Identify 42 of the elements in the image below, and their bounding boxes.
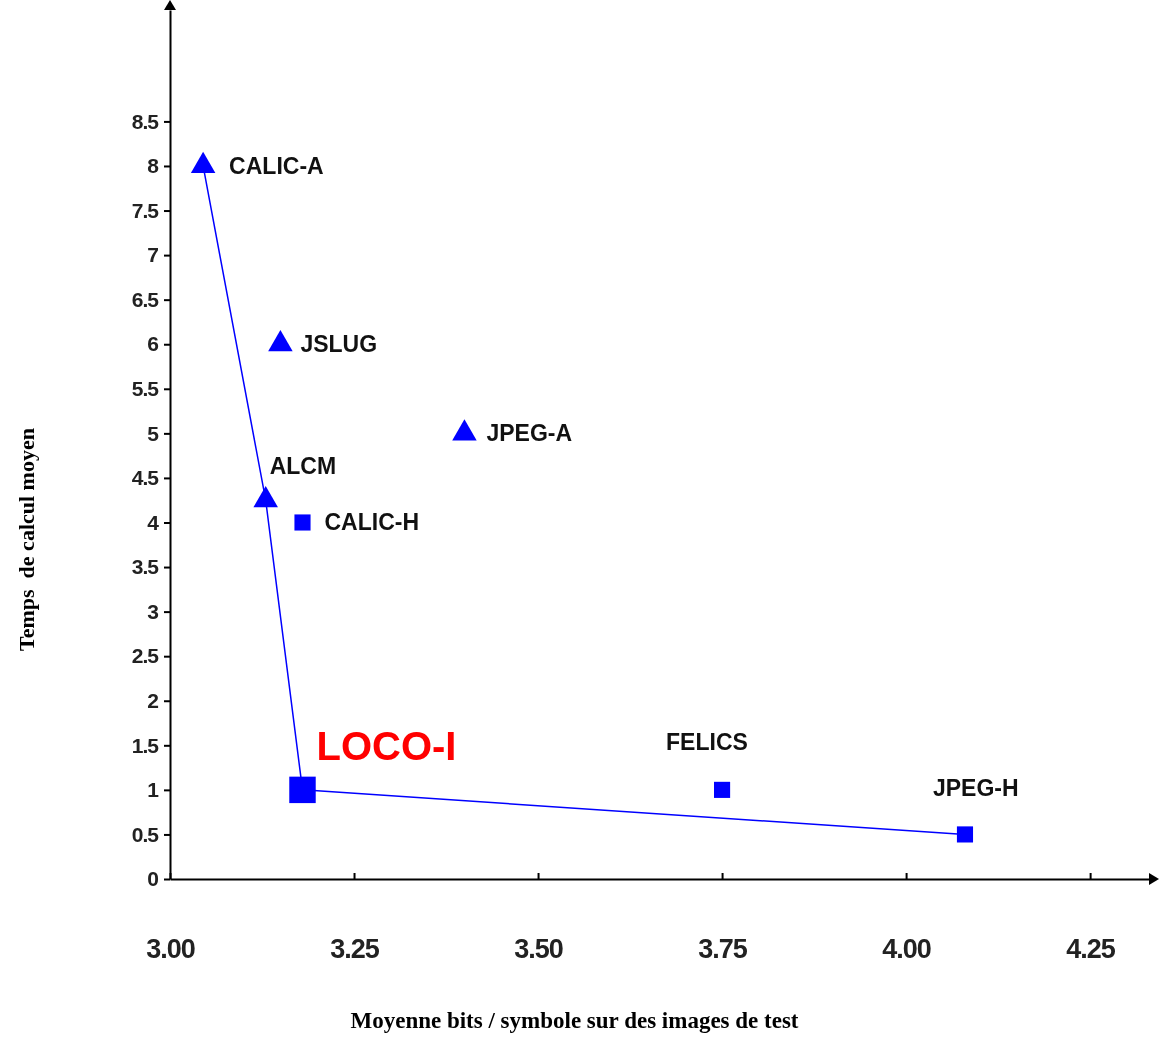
y-tick-label: 0.5 (131, 822, 160, 846)
y-tick-label: 1 (147, 778, 160, 802)
y-axis-title: Temps de calcul moyen (14, 428, 39, 651)
point (253, 486, 278, 508)
y-tick-label: 3.5 (131, 555, 160, 579)
y-tick-label: 4 (147, 510, 160, 534)
annotation: LOCO-I (316, 723, 457, 768)
y-tick-label: 6 (147, 332, 159, 356)
point (452, 419, 477, 441)
point (289, 776, 316, 804)
y-tick-label: 8 (147, 154, 160, 178)
point (714, 781, 731, 798)
annotation: FELICS (666, 728, 748, 755)
x-tick-label: 3.75 (698, 934, 748, 965)
y-tick-label: 7.5 (131, 198, 160, 222)
annotation: JPEG-H (932, 775, 1019, 802)
y-tick-label: 0 (147, 867, 159, 891)
point (190, 151, 216, 174)
y-tick-label: 6.5 (131, 287, 160, 311)
x-tick-label: 3.50 (514, 934, 563, 965)
x-tick-label: 3.25 (330, 934, 380, 965)
annotation: JSLUG (300, 331, 378, 358)
y-tick-label: 7 (147, 243, 159, 267)
y-tick-label: 2.5 (131, 644, 160, 668)
y-tick-label: 1.5 (131, 733, 160, 757)
y-tick-label: 4.5 (131, 466, 160, 490)
y-tick-label: 5.5 (131, 377, 160, 401)
annotation: CALIC-H (324, 509, 420, 536)
point (294, 514, 311, 531)
annotation: JPEG-A (486, 420, 573, 447)
point (268, 330, 293, 352)
y-tick-label: 5 (147, 421, 160, 445)
x-tick-label: 4.00 (882, 934, 931, 965)
x-tick-label: 3.00 (146, 934, 195, 965)
y-tick-label: 2 (147, 688, 159, 712)
y-tick-label: 8.5 (131, 109, 160, 133)
x-axis-title: Moyenne bits / symbole sur des images de test (350, 1008, 799, 1033)
annotation: ALCM (269, 453, 337, 480)
x-tick-label: 4.25 (1066, 934, 1116, 965)
y-tick-label: 3 (147, 599, 159, 623)
point (956, 826, 974, 843)
annotation: CALIC-A (229, 152, 324, 179)
